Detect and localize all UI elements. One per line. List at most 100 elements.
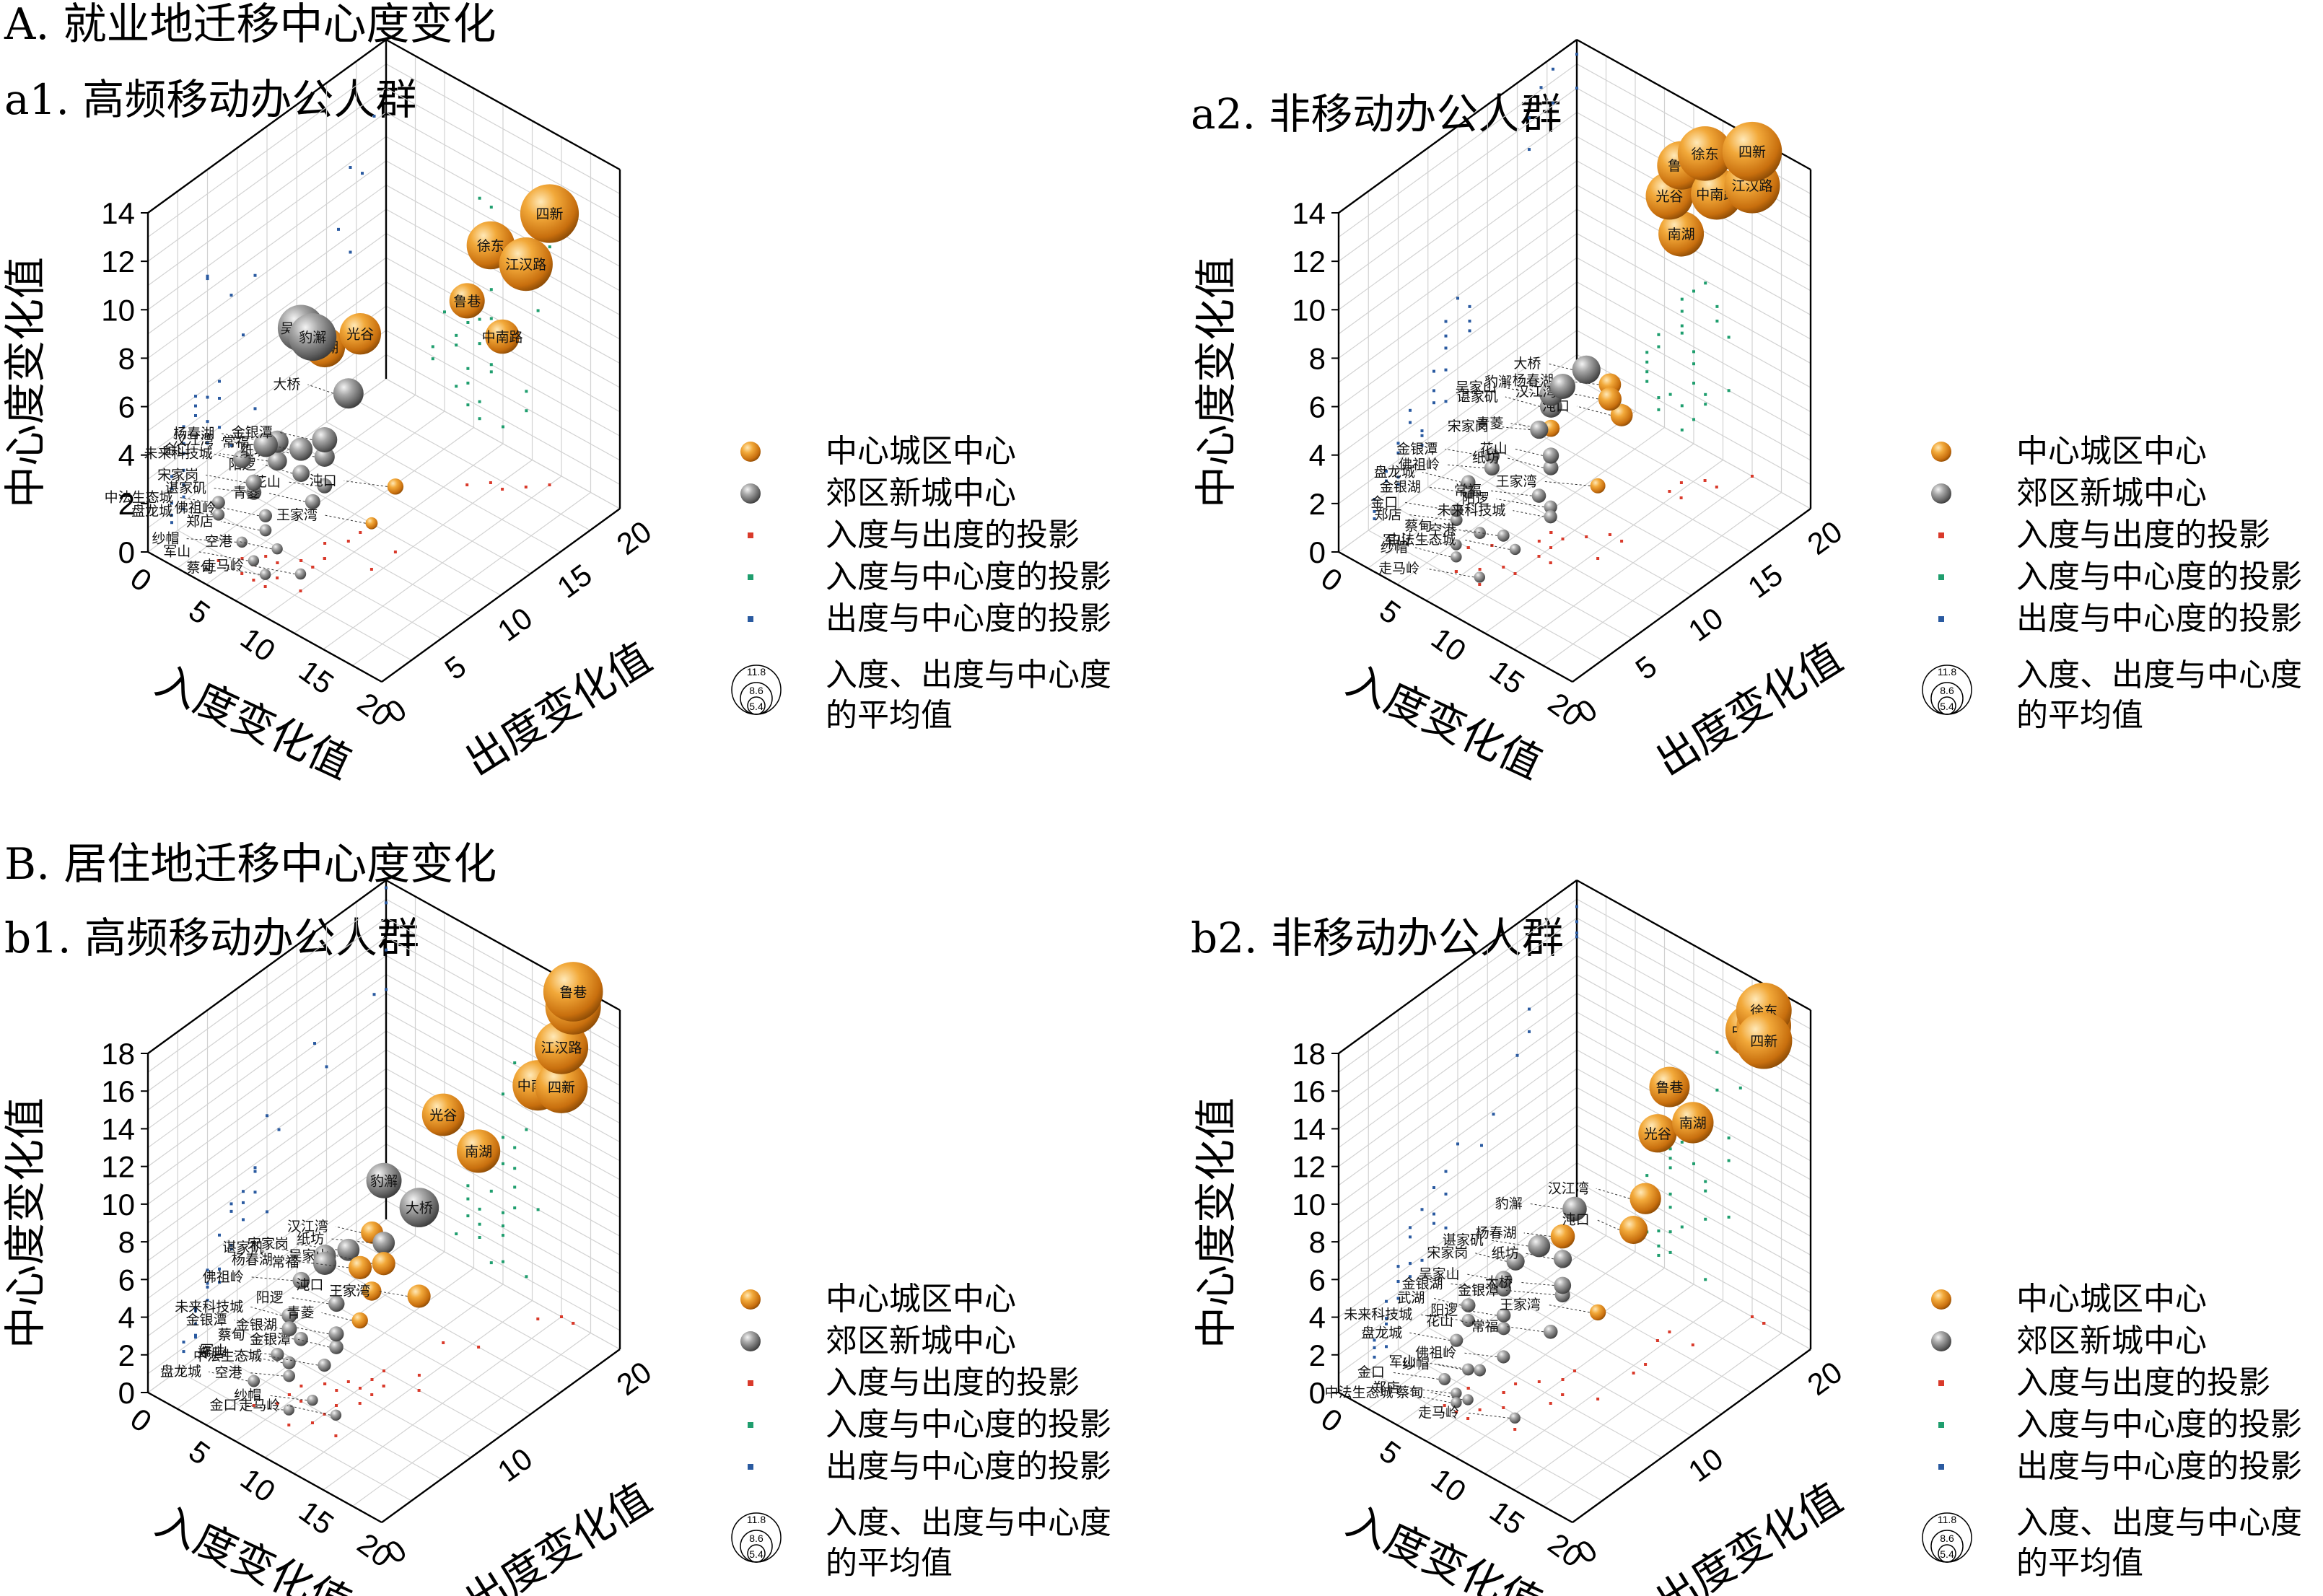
bubble-走马岭 bbox=[1509, 1412, 1521, 1424]
y-tick-label: 20 bbox=[1801, 514, 1848, 561]
projections bbox=[182, 886, 575, 1437]
leader-line bbox=[268, 1395, 307, 1401]
projection-out-centrality bbox=[1575, 931, 1578, 935]
projection-in-centrality bbox=[1668, 1147, 1672, 1151]
bubble-军山 bbox=[248, 555, 260, 566]
bubble-光谷 bbox=[339, 313, 381, 355]
projection-out-centrality bbox=[206, 1281, 209, 1285]
projection-in-out bbox=[323, 1413, 326, 1416]
projection-in-out bbox=[1632, 1372, 1635, 1374]
bubble-军山 bbox=[1462, 1363, 1474, 1376]
projection-out-centrality bbox=[1409, 1226, 1412, 1229]
projection-in-out bbox=[287, 1424, 291, 1426]
projection-in-centrality bbox=[1668, 1206, 1672, 1209]
projection-in-out bbox=[1751, 475, 1754, 478]
projection-out-centrality bbox=[182, 442, 185, 445]
projection-in-centrality bbox=[455, 343, 458, 347]
bubble-label: 豹澥 bbox=[299, 330, 326, 346]
legend-marker-urban bbox=[740, 442, 761, 462]
point-label: 王家湾 bbox=[1496, 473, 1537, 489]
projection-in-out bbox=[417, 1374, 421, 1377]
z-tick-label: 0 bbox=[118, 535, 135, 569]
bubble-王家湾 bbox=[407, 1284, 431, 1308]
leader-line bbox=[1417, 540, 1451, 545]
projection-out-centrality bbox=[1385, 1317, 1388, 1320]
projection-in-out bbox=[465, 483, 469, 486]
bubble-金银潭 bbox=[329, 1340, 344, 1354]
point-label: 蔡甸 bbox=[218, 1327, 245, 1343]
z-tick-label: 14 bbox=[1292, 196, 1326, 230]
bubble-杨春湖 bbox=[313, 1251, 337, 1275]
projection-in-centrality bbox=[1704, 1180, 1707, 1183]
bubble-汉江湾 bbox=[253, 432, 279, 457]
projection-in-out bbox=[358, 1402, 362, 1405]
projection-in-centrality bbox=[466, 321, 470, 324]
projection-out-centrality bbox=[1528, 148, 1531, 152]
projection-in-centrality bbox=[478, 1236, 481, 1239]
grid bbox=[147, 39, 621, 683]
leader-line bbox=[252, 1334, 294, 1340]
leader-line bbox=[1506, 1289, 1555, 1296]
projection-in-out bbox=[382, 1369, 385, 1372]
projection-in-out bbox=[264, 555, 268, 558]
bubble-盘龙城 bbox=[1461, 475, 1476, 490]
projection-out-centrality bbox=[1373, 1355, 1376, 1359]
point-label: 军山 bbox=[200, 1343, 227, 1359]
y-axis-label: 出度变化值 bbox=[456, 633, 660, 785]
projection-in-out bbox=[311, 566, 315, 569]
chart-panels: a1. 高频移动办公人群024681012140510152005101520中… bbox=[1, 38, 1850, 1596]
bubble-金口 bbox=[1450, 504, 1464, 517]
projection-in-centrality bbox=[455, 1232, 458, 1236]
bubble-label: 四新 bbox=[1738, 144, 1766, 160]
bubble-阳逻 bbox=[292, 465, 310, 483]
legend-marker-proj_out_c bbox=[748, 1464, 753, 1470]
projection-in-centrality bbox=[489, 370, 493, 374]
z-tick-label: 6 bbox=[118, 390, 135, 424]
projection-out-centrality bbox=[385, 988, 388, 991]
leader-line bbox=[180, 497, 212, 503]
projection-in-centrality bbox=[478, 400, 481, 403]
bubble-label: 南湖 bbox=[1668, 227, 1695, 242]
projection-out-centrality bbox=[1432, 369, 1435, 373]
projection-in-out bbox=[1537, 555, 1541, 558]
projection-in-out bbox=[276, 576, 279, 579]
bubble-未来科技城 bbox=[281, 1307, 297, 1323]
size-legend-circle bbox=[747, 1544, 766, 1563]
projection-out-centrality bbox=[194, 1323, 197, 1325]
z-tick-label: 6 bbox=[118, 1263, 135, 1297]
y-axis-label: 出度变化值 bbox=[456, 1473, 660, 1596]
projection-out-centrality bbox=[229, 1248, 233, 1251]
leader-line bbox=[1519, 1281, 1554, 1286]
leader-line bbox=[1432, 1297, 1462, 1306]
bubble-沌口 bbox=[362, 1281, 382, 1301]
legend-label: 入度与中心度的投影 bbox=[2016, 558, 2302, 595]
legend-marker-proj_in_out bbox=[1938, 532, 1944, 538]
point-label: 走马岭 bbox=[239, 1398, 280, 1413]
projection-in-centrality bbox=[489, 288, 493, 291]
bubble-金银潭 bbox=[281, 1321, 297, 1337]
projection-out-centrality bbox=[1468, 329, 1471, 333]
leader-line bbox=[1488, 490, 1532, 496]
point-label: 宋家岗 bbox=[248, 1236, 289, 1252]
projection-in-out bbox=[299, 1385, 303, 1387]
projection-in-centrality bbox=[1704, 1278, 1707, 1281]
projection-in-centrality bbox=[502, 425, 504, 429]
point-label: 军山 bbox=[163, 544, 191, 560]
projection-in-out bbox=[359, 1387, 362, 1390]
legend-marker-proj_in_out bbox=[1938, 1380, 1944, 1386]
projection-out-centrality bbox=[1396, 451, 1400, 455]
projection-out-centrality bbox=[182, 483, 185, 486]
projection-out-centrality bbox=[1480, 1144, 1483, 1147]
size-legend-value: 11.8 bbox=[747, 1514, 766, 1525]
projection-in-centrality bbox=[1680, 331, 1684, 335]
bubble-徐东 bbox=[1677, 126, 1733, 181]
projection-in-centrality bbox=[1704, 403, 1707, 406]
bubble-金银潭 bbox=[312, 427, 338, 452]
leader-line bbox=[249, 1372, 284, 1377]
leader-line bbox=[1419, 1314, 1462, 1321]
point-label: 金银湖 bbox=[1380, 479, 1421, 495]
projection-out-centrality bbox=[1444, 1226, 1448, 1229]
point-label: 豹澥 bbox=[1495, 1196, 1523, 1211]
projection-in-centrality bbox=[1645, 1174, 1649, 1178]
